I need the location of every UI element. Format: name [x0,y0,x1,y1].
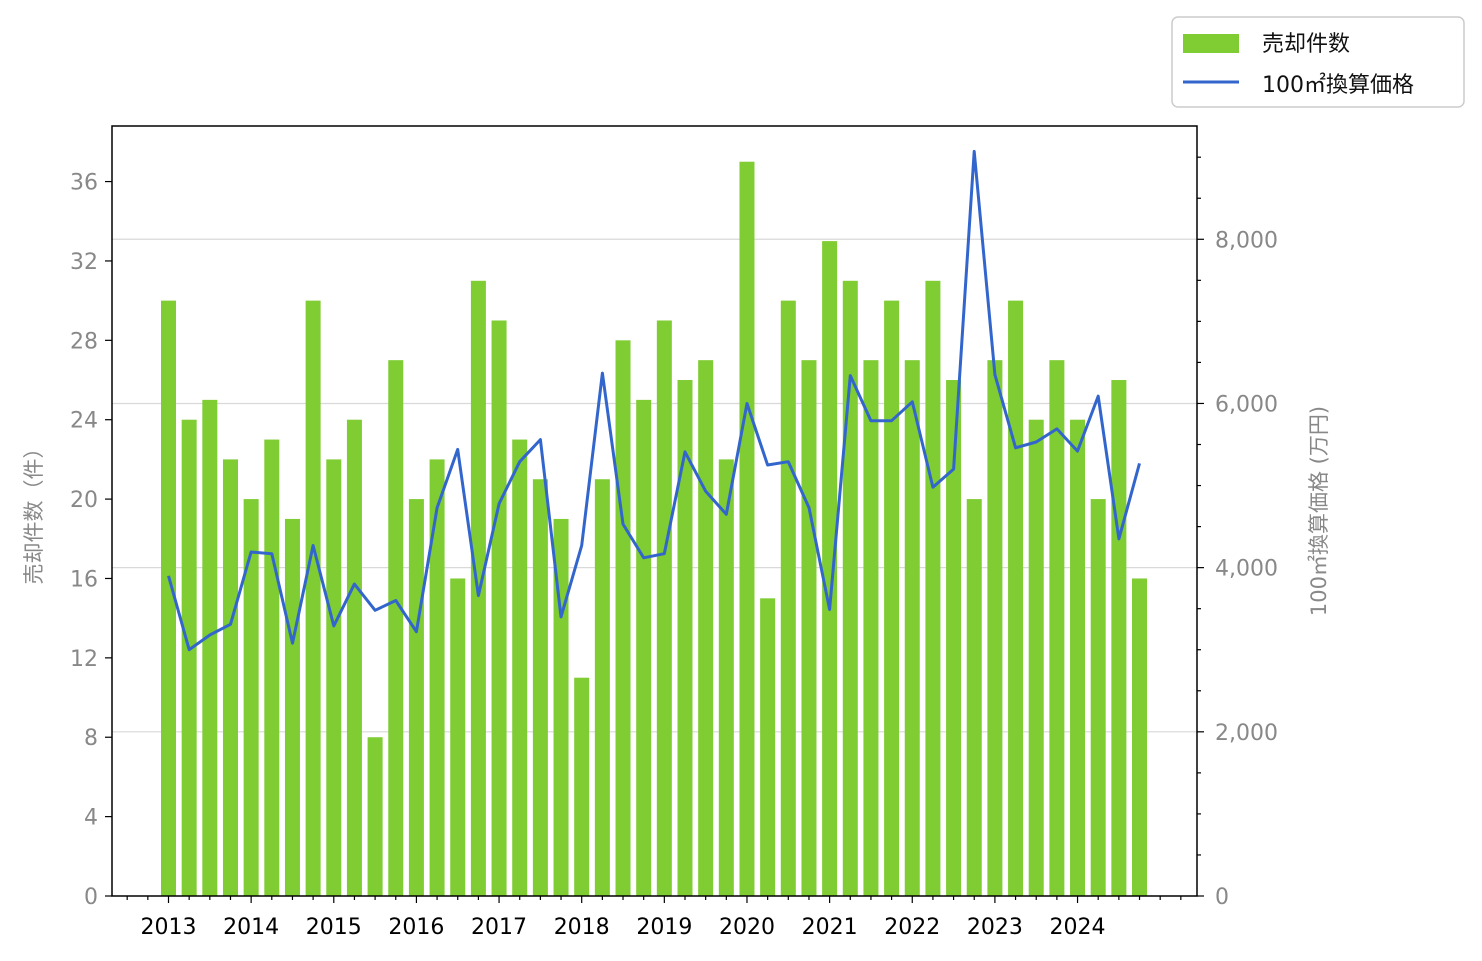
bar [801,360,817,896]
bar [780,300,796,896]
bar [677,380,693,896]
y-left-tick-label: 4 [84,806,98,831]
bar [615,340,631,896]
bar [1008,300,1024,896]
bar [202,399,218,896]
bar [842,280,858,896]
bar [987,360,1003,896]
x-tick-label: 2014 [223,915,279,940]
bar [698,360,714,896]
bar [512,439,528,896]
bar [760,598,776,896]
x-tick-label: 2013 [141,915,197,940]
legend-bar-swatch [1183,34,1239,53]
bar [161,300,176,896]
x-tick-label: 2017 [471,915,527,940]
bar [388,360,404,896]
bar [450,578,466,896]
y-left-tick-label: 12 [70,647,98,672]
bar [946,380,962,896]
bar [553,518,569,896]
bar [1070,419,1086,896]
bar [491,320,507,897]
bar [966,499,982,896]
bar [863,360,879,896]
bar [1111,380,1127,896]
y-axis-right-title-group: 100㎡換算価格 (万円) [1307,406,1331,616]
x-tick-label: 2024 [1050,915,1106,940]
y-left-tick-label: 0 [84,885,98,910]
bar [284,518,300,896]
y-right-tick-label: 6,000 [1215,392,1278,417]
bar [884,300,900,896]
y-right-tick-label: 0 [1215,885,1229,910]
bar [222,459,238,896]
bar [739,161,755,896]
bar-series [161,161,1148,897]
bar [1028,419,1044,896]
bar [429,459,445,896]
axes: 0481216202428323602,0004,0006,0008,00020… [70,125,1278,940]
bar [408,499,424,896]
bar [243,499,259,896]
bar [181,419,197,896]
bar [594,479,610,896]
bar [574,677,590,896]
bar [925,280,941,896]
y-axis-right-title: 100㎡換算価格 (万円) [1307,406,1331,616]
legend: 売却件数 100㎡換算価格 [1171,16,1465,108]
x-tick-label: 2020 [719,915,775,940]
y-right-tick-label: 4,000 [1215,557,1278,582]
y-left-tick-label: 28 [70,329,98,354]
bar [822,241,838,896]
bar [326,459,342,896]
bar [718,459,734,896]
x-tick-label: 2016 [388,915,444,940]
bar [532,479,548,896]
bar [656,320,672,897]
y-left-tick-label: 32 [70,250,98,275]
bar [904,360,920,896]
x-tick-label: 2015 [306,915,362,940]
x-tick-label: 2023 [967,915,1023,940]
line-series [167,149,1141,652]
y-left-tick-label: 24 [70,409,98,434]
legend-frame [1171,16,1465,108]
bar [636,399,652,896]
bar [1049,360,1065,896]
bar [264,439,280,896]
x-tick-label: 2018 [554,915,610,940]
y-left-tick-label: 20 [70,488,98,513]
x-tick-label: 2019 [636,915,692,940]
x-tick-label: 2021 [802,915,858,940]
legend-bar-label: 売却件数 [1262,32,1350,57]
y-left-tick-label: 8 [84,726,98,751]
bar [346,419,362,896]
y-right-tick-label: 8,000 [1215,228,1278,253]
bar [1090,499,1106,896]
y-axis-left-title-group: 売却件数（件） [22,438,46,585]
y-right-tick-label: 2,000 [1215,721,1278,746]
y-axis-left-title: 売却件数（件） [22,438,46,585]
x-tick-label: 2022 [884,915,940,940]
bar [305,300,321,896]
plot-frame [111,125,1198,897]
price-line [167,149,1141,652]
y-left-tick-label: 16 [70,567,98,592]
bar [1132,578,1148,896]
bar [367,737,383,896]
legend-line-label: 100㎡換算価格 [1262,72,1414,98]
y-left-tick-label: 36 [70,171,98,196]
